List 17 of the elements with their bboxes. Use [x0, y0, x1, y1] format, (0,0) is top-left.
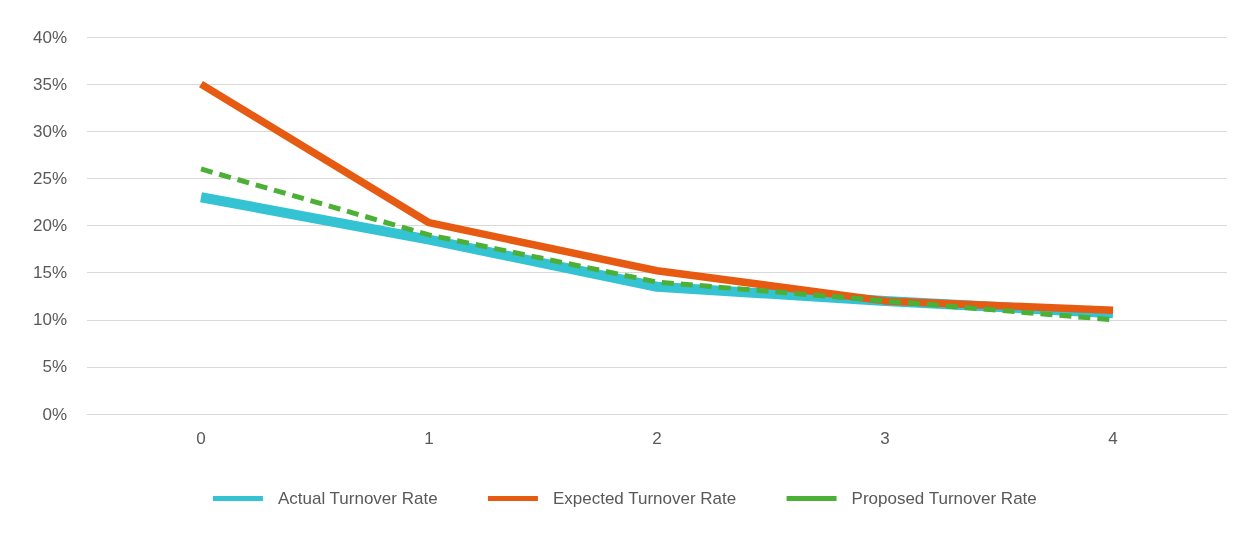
- y-tick-label: 0%: [42, 404, 67, 424]
- y-tick-label: 5%: [42, 357, 67, 377]
- y-tick-label: 30%: [32, 121, 67, 141]
- y-tick-label: 40%: [32, 27, 67, 47]
- x-tick-label: 3: [880, 429, 890, 448]
- x-tick-label: 4: [1108, 429, 1118, 448]
- y-tick-label: 35%: [32, 74, 67, 94]
- legend-label: Actual Turnover Rate: [277, 489, 438, 508]
- x-tick-label: 0: [196, 429, 206, 448]
- legend-label: Proposed Turnover Rate: [851, 489, 1037, 508]
- y-tick-label: 25%: [32, 168, 67, 188]
- x-tick-label: 1: [424, 429, 434, 448]
- y-tick-label: 15%: [32, 263, 67, 283]
- x-tick-label: 2: [652, 429, 662, 448]
- y-tick-label: 10%: [32, 310, 67, 330]
- legend-label: Expected Turnover Rate: [552, 489, 737, 508]
- y-tick-label: 20%: [32, 216, 67, 235]
